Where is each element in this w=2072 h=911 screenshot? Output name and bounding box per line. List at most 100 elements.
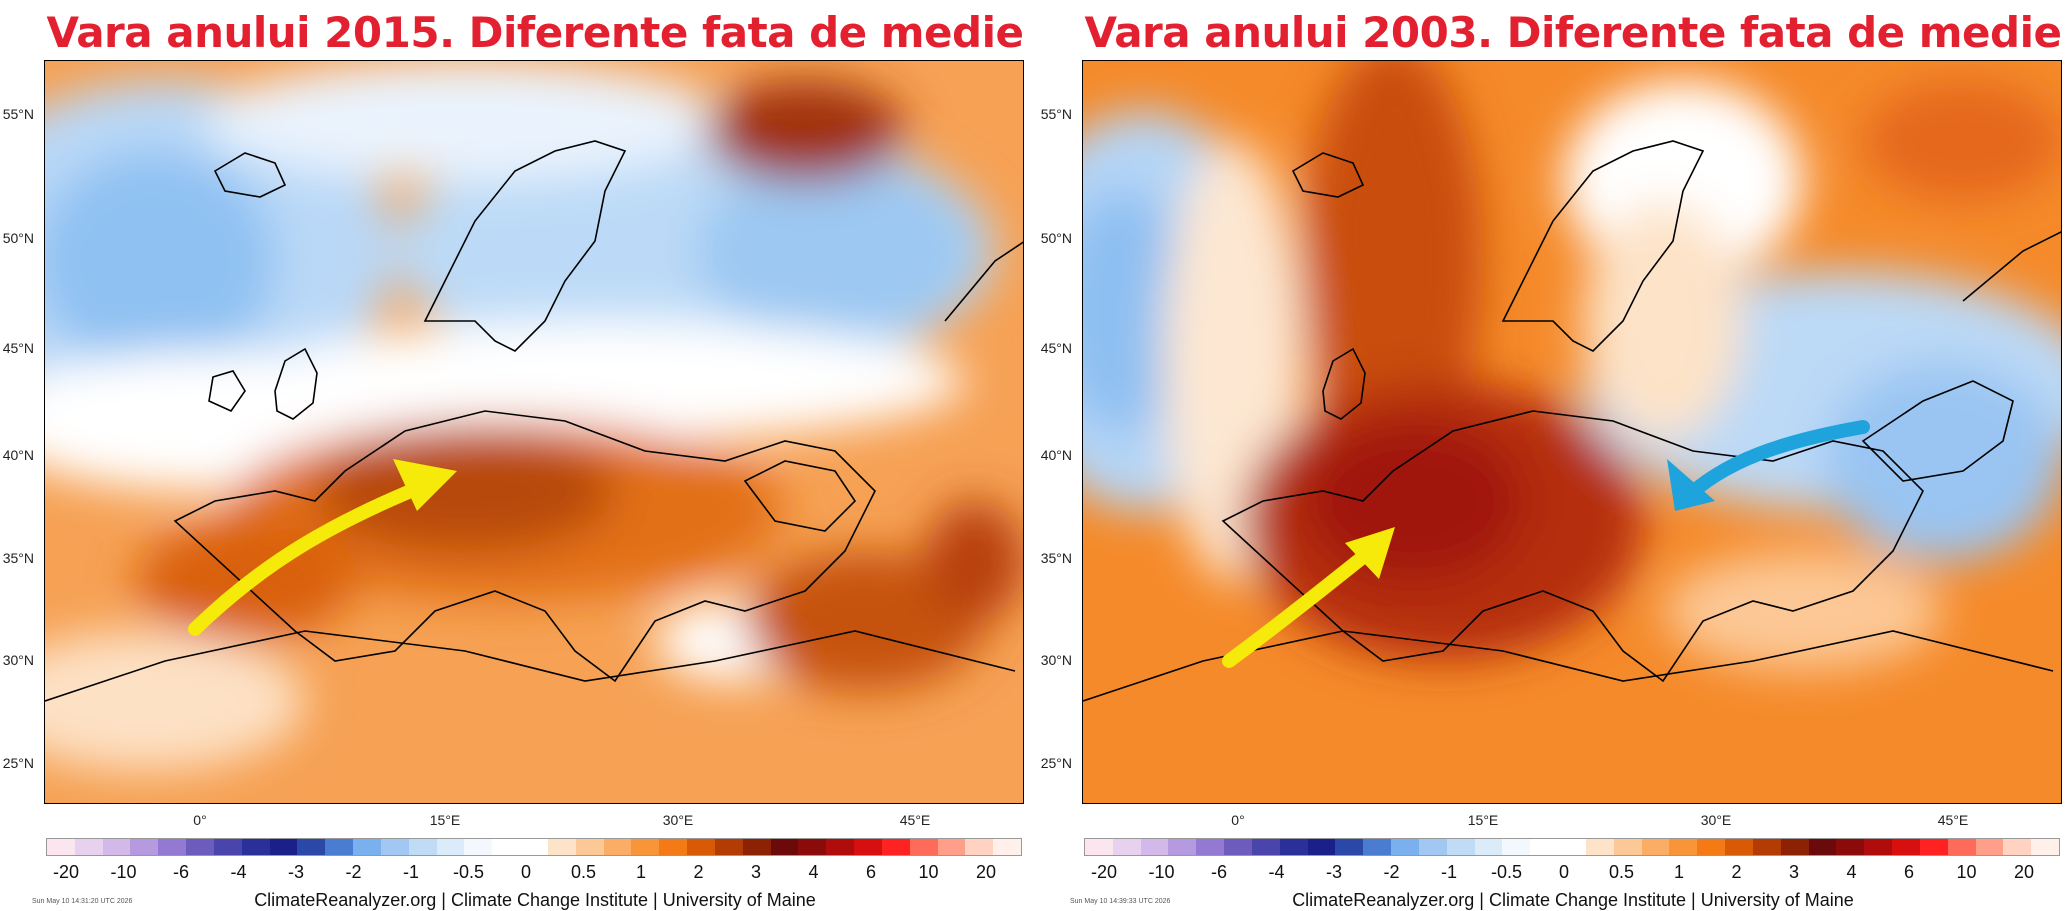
colorbar-tick-label: -10 — [110, 862, 137, 882]
colorbar-tick-label: 0.5 — [1608, 862, 1635, 882]
colorbar-swatch — [1251, 839, 1280, 855]
lat-label: 30°N — [1040, 652, 1072, 668]
colorbar-swatch — [1697, 839, 1726, 855]
anomaly-map-canvas — [1083, 61, 2061, 803]
colorbar-swatch — [547, 839, 576, 855]
colorbar-swatch — [1474, 839, 1503, 855]
colorbar-swatch — [186, 839, 214, 855]
colorbar-tick-label: 2 — [693, 862, 704, 882]
colorbar-swatch — [603, 839, 632, 855]
lat-label: 45°N — [1040, 340, 1072, 356]
colorbar-swatch — [2003, 839, 2032, 855]
colorbar-swatch — [1669, 839, 1698, 855]
colorbar-swatch — [2031, 839, 2059, 855]
lat-label: 50°N — [2, 230, 34, 246]
colorbar-swatch — [1947, 839, 1976, 855]
colorbar-tick-label: -6 — [1210, 862, 1228, 882]
colorbar-tick-label: 1 — [1673, 862, 1685, 882]
colorbar-swatch — [213, 839, 242, 855]
colorbar-swatch — [353, 839, 381, 855]
lat-label: 25°N — [1040, 755, 1072, 771]
colorbar-swatch — [1363, 839, 1392, 855]
colorbar-swatch — [130, 839, 159, 855]
lat-label: 35°N — [1040, 550, 1072, 566]
colorbar-swatch — [269, 839, 298, 855]
colorbar-tick-label: 10 — [918, 862, 939, 882]
map-title: Vara anului 2003. Diferente fata de medi… — [1084, 8, 2062, 57]
anomaly-map — [44, 60, 1024, 804]
colorbar-tick-label: 3 — [1788, 862, 1800, 882]
lat-label: 50°N — [1040, 230, 1072, 246]
colorbar-swatch — [687, 839, 715, 855]
colorbar-swatch — [826, 839, 855, 855]
lon-label: 0° — [1231, 812, 1245, 828]
credit-line: ClimateReanalyzer.org | Climate Change I… — [254, 890, 816, 910]
colorbar-swatch — [575, 839, 604, 855]
colorbar-swatch — [714, 839, 743, 855]
lon-label: 0° — [193, 812, 207, 828]
colorbar-tick-label: -6 — [172, 862, 190, 882]
colorbar-tick-label: -2 — [345, 862, 362, 882]
lat-label: 35°N — [2, 550, 34, 566]
colorbar-tick-label: 20 — [975, 862, 997, 882]
anomaly-map — [1082, 60, 2062, 804]
colorbar-swatch — [1613, 839, 1642, 855]
colorbar-tick-label: -4 — [1268, 862, 1285, 882]
colorbar-tick-label: 4 — [1846, 862, 1857, 882]
colorbar-swatch — [1196, 839, 1225, 855]
colorbar-swatch — [1307, 839, 1336, 855]
colorbar-swatch — [102, 839, 131, 855]
lon-label: 30°E — [1700, 812, 1732, 828]
colorbar-swatch — [631, 839, 660, 855]
colorbar-tick-label: 0 — [520, 862, 532, 882]
anomaly-map-canvas — [45, 61, 1023, 803]
colorbar-swatch — [436, 839, 465, 855]
lat-label: 45°N — [2, 340, 34, 356]
colorbar-swatch — [1836, 839, 1865, 855]
colorbar-tick-label: -0.5 — [1490, 862, 1523, 882]
colorbar-tick-label: 0 — [1558, 862, 1570, 882]
colorbar-swatch — [408, 839, 437, 855]
colorbar-swatch — [1892, 839, 1920, 855]
colorbar-swatch — [47, 839, 75, 855]
colorbar-swatch — [1140, 839, 1169, 855]
colorbar-swatch — [798, 839, 827, 855]
colorbar-swatch — [854, 839, 882, 855]
colorbar-swatch — [1641, 839, 1670, 855]
colorbar-swatch — [1224, 839, 1252, 855]
colorbar-swatch — [520, 839, 548, 855]
colorbar — [1084, 838, 2060, 856]
colorbar-tick-label: 2 — [1731, 862, 1742, 882]
colorbar-swatch — [1446, 839, 1475, 855]
colorbar-tick-label: -10 — [1148, 862, 1175, 882]
colorbar-swatch — [937, 839, 966, 855]
colorbar-swatch — [1418, 839, 1447, 855]
colorbar-tick-label: 0.5 — [570, 862, 597, 882]
colorbar-tick-label: -0.5 — [452, 862, 485, 882]
colorbar-swatch — [1864, 839, 1893, 855]
lon-label: 15°E — [1467, 812, 1499, 828]
lon-label: 30°E — [662, 812, 694, 828]
colorbar-swatch — [74, 839, 103, 855]
colorbar-swatch — [965, 839, 994, 855]
colorbar-tick-label: -3 — [1325, 862, 1343, 882]
colorbar-swatch — [492, 839, 521, 855]
colorbar-swatch — [1585, 839, 1614, 855]
lon-label: 45°E — [899, 812, 931, 828]
colorbar-tick-label: -20 — [1090, 862, 1118, 882]
colorbar-swatch — [1502, 839, 1531, 855]
colorbar-swatch — [1530, 839, 1559, 855]
colorbar-tick-label: 20 — [2013, 862, 2035, 882]
timestamp: Sun May 10 14:31:20 UTC 2026 — [32, 898, 133, 905]
colorbar-swatch — [742, 839, 771, 855]
colorbar-swatch — [1085, 839, 1113, 855]
colorbar-tick-label: 1 — [635, 862, 647, 882]
colorbar-tick-label: -20 — [52, 862, 80, 882]
lon-label: 45°E — [1937, 812, 1969, 828]
lon-label: 15°E — [429, 812, 461, 828]
map-title: Vara anului 2015. Diferente fata de medi… — [46, 8, 1024, 57]
colorbar-swatch — [1780, 839, 1809, 855]
lat-label: 55°N — [2, 106, 34, 122]
lat-label: 25°N — [2, 755, 34, 771]
lat-label: 40°N — [1040, 447, 1072, 463]
